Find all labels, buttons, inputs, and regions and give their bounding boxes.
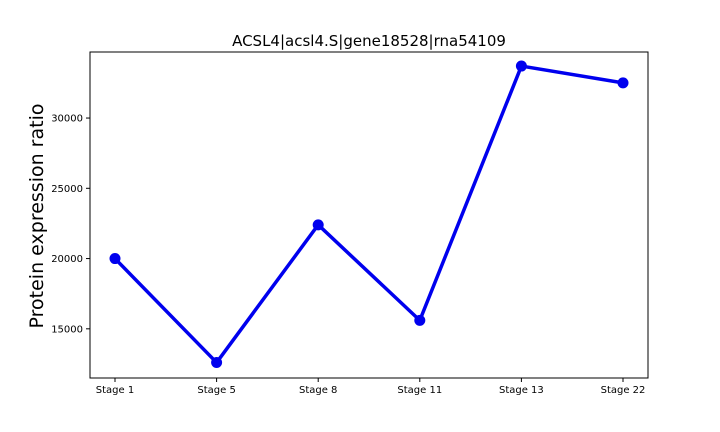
y-axis-label: Protein expression ratio — [26, 104, 48, 329]
y-tick-label: 20000 — [51, 254, 83, 265]
chart-title: ACSL4|acsl4.S|gene18528|rna54109 — [232, 32, 506, 50]
data-point — [109, 253, 121, 265]
data-point — [515, 60, 527, 72]
y-tick-label: 25000 — [51, 184, 83, 195]
x-tick-label: Stage 13 — [499, 385, 544, 396]
data-point — [414, 314, 426, 326]
x-tick-label: Stage 22 — [601, 385, 646, 396]
y-tick-label: 30000 — [51, 114, 83, 125]
plot-area — [89, 51, 649, 379]
x-axis: Stage 1 Stage 5 Stage 8 Stage 11 Stage 13 Sta… — [96, 378, 646, 396]
series-line — [113, 64, 624, 365]
data-point — [312, 219, 324, 231]
x-tick-label: Stage 8 — [299, 385, 337, 396]
x-tick-label: Stage 1 — [96, 385, 134, 396]
x-tick-label: Stage 5 — [197, 385, 235, 396]
y-tick-label: 15000 — [51, 324, 83, 335]
series-group — [109, 60, 629, 369]
data-point — [617, 77, 629, 89]
data-point — [211, 357, 223, 369]
x-tick-label: Stage 11 — [397, 385, 442, 396]
y-axis: 15000 20000 25000 30000 — [51, 114, 90, 335]
